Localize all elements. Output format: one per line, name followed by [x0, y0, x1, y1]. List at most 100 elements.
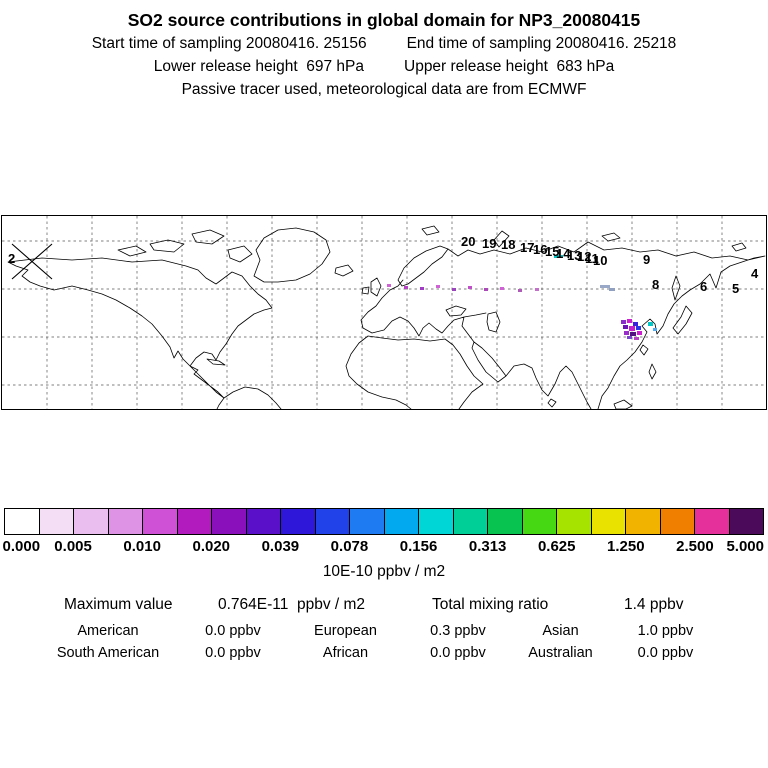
colorbar-segment	[659, 509, 694, 534]
colorbar-tick-label: 0.313	[468, 538, 507, 555]
tracer-point	[653, 328, 657, 331]
colorbar-segment	[38, 509, 73, 534]
tracer-point	[648, 322, 653, 326]
region-label: South American	[56, 645, 160, 661]
trajectory-label: 10	[593, 253, 607, 268]
tracer-points	[387, 255, 657, 340]
tracer-point	[484, 288, 488, 291]
colorbar-segment	[142, 509, 177, 534]
region-label: African	[322, 645, 369, 661]
colorbar-segment	[245, 509, 280, 534]
trajectory-label: 5	[732, 281, 739, 296]
tracer-point	[624, 331, 629, 335]
colorbar-segment	[556, 509, 591, 534]
region-value: 0.0 ppbv	[205, 645, 261, 661]
colorbar-tick-label: 0.005	[54, 538, 92, 555]
trajectory-label: 14	[556, 246, 571, 261]
colorbar-segment	[314, 509, 349, 534]
colorbar-segment	[349, 509, 384, 534]
trajectory-label: 15	[545, 244, 559, 259]
region-value: 0.0 ppbv	[205, 623, 261, 639]
tracer-point	[636, 326, 641, 330]
tracer-point	[630, 332, 636, 336]
colorbar-tick-label: 0.078	[330, 538, 369, 555]
colorbar-tick-label: 0.625	[537, 538, 576, 555]
upper-release-text: Upper release height 683 hPa	[404, 58, 615, 75]
trajectory-label: 16	[533, 242, 547, 257]
coast-eurasia-africa	[345, 241, 766, 410]
colorbar-segment	[73, 509, 108, 534]
region-table: American 0.0 ppbv European 0.3 ppbv Asia…	[0, 620, 768, 664]
tracer-point	[623, 325, 628, 329]
colorbar-units: 10E-10 ppbv / m2	[322, 563, 446, 580]
trajectory-label: 20	[461, 234, 475, 249]
tracer-point	[420, 287, 424, 290]
trajectory-label: 6	[700, 279, 707, 294]
colorbar-tick-label: 0.000	[2, 538, 41, 555]
region-label: Australian	[528, 645, 593, 661]
region-value: 0.3 ppbv	[430, 623, 486, 639]
trajectory-label: 12	[577, 249, 591, 264]
colorbar-segment	[694, 509, 729, 534]
colorbar-tick-label: 5.000	[726, 538, 764, 555]
lower-release-text: Lower release height 697 hPa	[153, 58, 364, 75]
trajectory-label: 2	[8, 251, 15, 266]
max-value: 0.764E-11 ppbv / m2	[218, 596, 366, 613]
tracer-point	[600, 285, 610, 288]
tracer-point	[436, 285, 440, 288]
tracer-point	[518, 289, 522, 292]
total-mixing-ratio-label: Total mixing ratio	[432, 596, 549, 613]
trajectory-label: 11	[585, 251, 599, 266]
tracer-point	[387, 284, 391, 287]
world-map: 2 20 19 18 17 16 15 14 13 12 11 10 9 8 6 5 4	[1, 215, 767, 410]
region-label: American	[77, 623, 139, 639]
trajectory-label: 9	[643, 252, 650, 267]
coast-americas	[7, 227, 331, 410]
tracer-note: Passive tracer used, meteorological data…	[181, 81, 587, 98]
tracer-point	[634, 337, 639, 340]
colorbar-tick-label: 0.020	[192, 538, 231, 555]
map-grid	[2, 216, 766, 409]
colorbar-segment	[280, 509, 315, 534]
total-mixing-ratio-value: 1.4 ppbv	[624, 596, 684, 613]
tracer-point	[627, 319, 632, 323]
colorbar	[4, 508, 764, 535]
colorbar-segment	[383, 509, 418, 534]
max-value-label: Maximum value	[64, 596, 173, 613]
colorbar-tick-label: 0.010	[123, 538, 161, 555]
stats-line: Maximum value 0.764E-11 ppbv / m2 Total …	[0, 596, 768, 616]
tracer-point	[629, 326, 635, 331]
colorbar-segment	[521, 509, 556, 534]
colorbar-segment	[211, 509, 246, 534]
region-label: Asian	[542, 623, 579, 639]
tracer-point	[404, 286, 408, 289]
colorbar-tick-label: 1.250	[607, 538, 645, 555]
trajectory-label: 17	[520, 240, 534, 255]
tracer-point	[637, 331, 642, 335]
tracer-point	[535, 288, 539, 291]
colorbar-tick-label: 0.156	[399, 538, 438, 555]
colorbar-segment	[176, 509, 211, 534]
colorbar-segment	[107, 509, 142, 534]
trajectory-label: 8	[652, 277, 659, 292]
region-value: 1.0 ppbv	[637, 623, 694, 639]
colorbar-segment	[452, 509, 487, 534]
sampling-times-line: Start time of sampling 20080416. 25156 E…	[0, 32, 768, 55]
release-marker-x	[11, 243, 53, 280]
region-value: 0.0 ppbv	[430, 645, 486, 661]
tracer-point	[633, 322, 638, 326]
colorbar-tick-label: 2.500	[676, 538, 714, 555]
colorbar-segment	[590, 509, 625, 534]
plot-header: SO2 source contributions in global domai…	[0, 8, 768, 101]
trajectory-label: 18	[501, 237, 515, 252]
tracer-point	[468, 286, 472, 289]
colorbar-segment	[418, 509, 453, 534]
region-label: European	[314, 623, 377, 639]
coastlines	[7, 225, 766, 410]
start-time-text: Start time of sampling 20080416. 25156	[91, 35, 367, 52]
tracer-point	[609, 288, 615, 291]
tracer-point	[627, 336, 632, 339]
